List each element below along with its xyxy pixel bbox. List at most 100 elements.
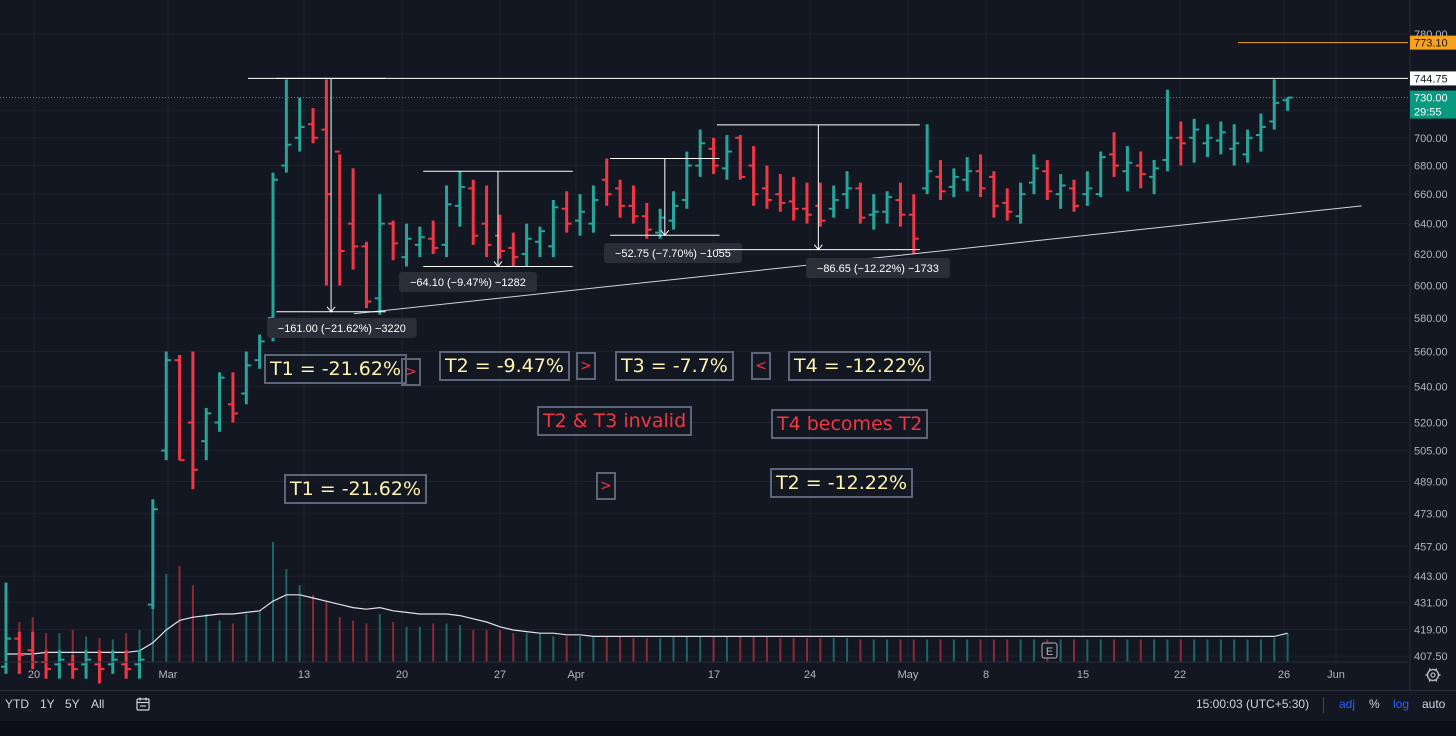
price-tick-label: 443.00 bbox=[1414, 571, 1448, 583]
ohlc-bar bbox=[935, 159, 946, 200]
earnings-label: E bbox=[1046, 646, 1053, 658]
ohlc-bar bbox=[348, 168, 359, 270]
ohlc-bar bbox=[174, 354, 185, 462]
ohlc-bar bbox=[214, 372, 225, 432]
price-badge-value: 744.75 bbox=[1414, 73, 1448, 85]
volume-bar bbox=[685, 636, 688, 662]
range-5y-button[interactable]: 5Y bbox=[65, 697, 80, 711]
ohlc-bar bbox=[1269, 79, 1280, 130]
note-becomes[interactable]: T4 becomes T2 bbox=[771, 409, 929, 439]
ohlc-bar bbox=[161, 351, 172, 461]
time-tick-label: Jun bbox=[1327, 669, 1345, 681]
ohlc-bar bbox=[1215, 121, 1226, 155]
ohlc-bar bbox=[201, 407, 212, 461]
note-invalid[interactable]: T2 & T3 invalid bbox=[537, 406, 693, 436]
volume-bar bbox=[512, 633, 515, 662]
note-less-than[interactable]: < bbox=[751, 352, 771, 380]
ohlc-bar bbox=[1109, 132, 1120, 177]
price-tick-label: 457.00 bbox=[1414, 541, 1448, 553]
measure-tool: −64.10 (−9.47%) −1282 bbox=[399, 170, 573, 292]
price-tick-label: 560.00 bbox=[1414, 347, 1448, 359]
volume-bar bbox=[912, 639, 915, 662]
time-tick-label: 26 bbox=[1278, 669, 1290, 681]
price-tick-label: 700.00 bbox=[1414, 133, 1448, 145]
ohlc-bar bbox=[962, 157, 973, 192]
ohlc-bar bbox=[281, 79, 292, 173]
volume-bar bbox=[1233, 639, 1236, 662]
price-tick-label: 489.00 bbox=[1414, 476, 1448, 488]
ohlc-bar bbox=[588, 185, 599, 233]
note-t4[interactable]: T4 = -12.22% bbox=[788, 351, 931, 381]
gear-tooth bbox=[1428, 668, 1431, 671]
price-tick-label: 431.00 bbox=[1414, 597, 1448, 609]
price-axis[interactable]: 780.00720.00700.00680.00660.00640.00620.… bbox=[1409, 0, 1456, 690]
ohlc-bar bbox=[1055, 174, 1066, 209]
time-tick-label: 20 bbox=[28, 669, 40, 681]
volume-bar bbox=[45, 633, 48, 662]
ohlc-bar bbox=[655, 208, 666, 239]
price-tick-label: 660.00 bbox=[1414, 189, 1448, 201]
ohlc-bar bbox=[788, 176, 799, 221]
volume-bar bbox=[605, 636, 608, 662]
percent-toggle[interactable]: % bbox=[1369, 697, 1380, 711]
volume-bar bbox=[458, 625, 461, 662]
log-toggle[interactable]: log bbox=[1393, 697, 1410, 711]
measure-label-bg bbox=[399, 272, 537, 292]
ohlc-bar bbox=[1189, 118, 1200, 163]
ohlc-bar bbox=[1082, 171, 1093, 206]
time-tick-label: 24 bbox=[804, 669, 816, 681]
ohlc-bar bbox=[27, 631, 38, 670]
time-tick-label: 27 bbox=[494, 669, 506, 681]
ohlc-bar bbox=[641, 202, 652, 239]
ohlc-bar bbox=[668, 191, 679, 230]
volume-bar bbox=[258, 610, 261, 662]
volume-bar bbox=[659, 638, 662, 662]
volume-pane: E bbox=[5, 542, 1289, 662]
note-t2-second[interactable]: T2 = -12.22% bbox=[770, 468, 913, 498]
price-tick-label: 520.00 bbox=[1414, 418, 1448, 430]
ohlc-bar bbox=[775, 174, 786, 212]
range-1y-button[interactable]: 1Y bbox=[40, 697, 55, 711]
volume-ma-line bbox=[6, 594, 1288, 655]
volume-bar bbox=[191, 585, 194, 662]
volume-bar bbox=[98, 638, 101, 662]
date-range-icon[interactable] bbox=[136, 697, 150, 711]
ohlc-bar bbox=[374, 194, 385, 315]
note-t3[interactable]: T3 = -7.7% bbox=[615, 351, 734, 381]
volume-bar bbox=[619, 636, 622, 662]
volume-bar bbox=[592, 636, 595, 662]
note-t2[interactable]: T2 = -9.47% bbox=[439, 351, 570, 381]
range-ytd-button[interactable]: YTD bbox=[5, 697, 29, 711]
measure-label: −52.75 (−7.70%) −1055 bbox=[615, 248, 731, 260]
gear-tooth bbox=[1435, 679, 1438, 682]
ohlc-bar bbox=[1229, 124, 1240, 166]
price-tick-label: 407.50 bbox=[1414, 651, 1448, 663]
ohlc-bar bbox=[535, 226, 545, 258]
time-tick-label: May bbox=[898, 669, 919, 681]
note-greater-than-1[interactable]: > bbox=[401, 358, 421, 386]
note-greater-than-3[interactable]: > bbox=[596, 472, 616, 500]
range-all-button[interactable]: All bbox=[91, 697, 105, 711]
ohlc-bar bbox=[268, 172, 278, 342]
ohlc-bar bbox=[521, 223, 532, 267]
ohlc-bar bbox=[1255, 113, 1266, 152]
time-axis[interactable]: 20 Mar 13 20 27 Apr 17 24 May 8 15 22 26 Jun bbox=[0, 661, 1441, 682]
price-tick-label: 419.00 bbox=[1414, 624, 1448, 636]
ohlc-bar bbox=[254, 334, 265, 369]
clock-timezone[interactable]: 15:00:03 (UTC+5:30) bbox=[1196, 697, 1310, 711]
note-greater-than-2[interactable]: > bbox=[576, 352, 596, 380]
ohlc-bar bbox=[441, 185, 452, 258]
note-t1-second[interactable]: T1 = -21.62% bbox=[284, 474, 427, 504]
bottom-toolbar: YTD 1Y 5Y All 15:00:03 (UTC+5:30) adj % … bbox=[0, 690, 1456, 721]
adj-toggle[interactable]: adj bbox=[1339, 697, 1356, 711]
settings-gear-icon[interactable] bbox=[1425, 668, 1441, 682]
price-badge-bg bbox=[1410, 35, 1456, 50]
note-t1[interactable]: T1 = -21.62% bbox=[264, 354, 407, 384]
volume-bar bbox=[338, 617, 341, 662]
volume-bar bbox=[712, 636, 715, 662]
auto-toggle[interactable]: auto bbox=[1422, 697, 1446, 711]
time-tick-label: Apr bbox=[567, 669, 584, 681]
ohlc-bar bbox=[548, 199, 559, 258]
volume-bar bbox=[1059, 639, 1062, 662]
